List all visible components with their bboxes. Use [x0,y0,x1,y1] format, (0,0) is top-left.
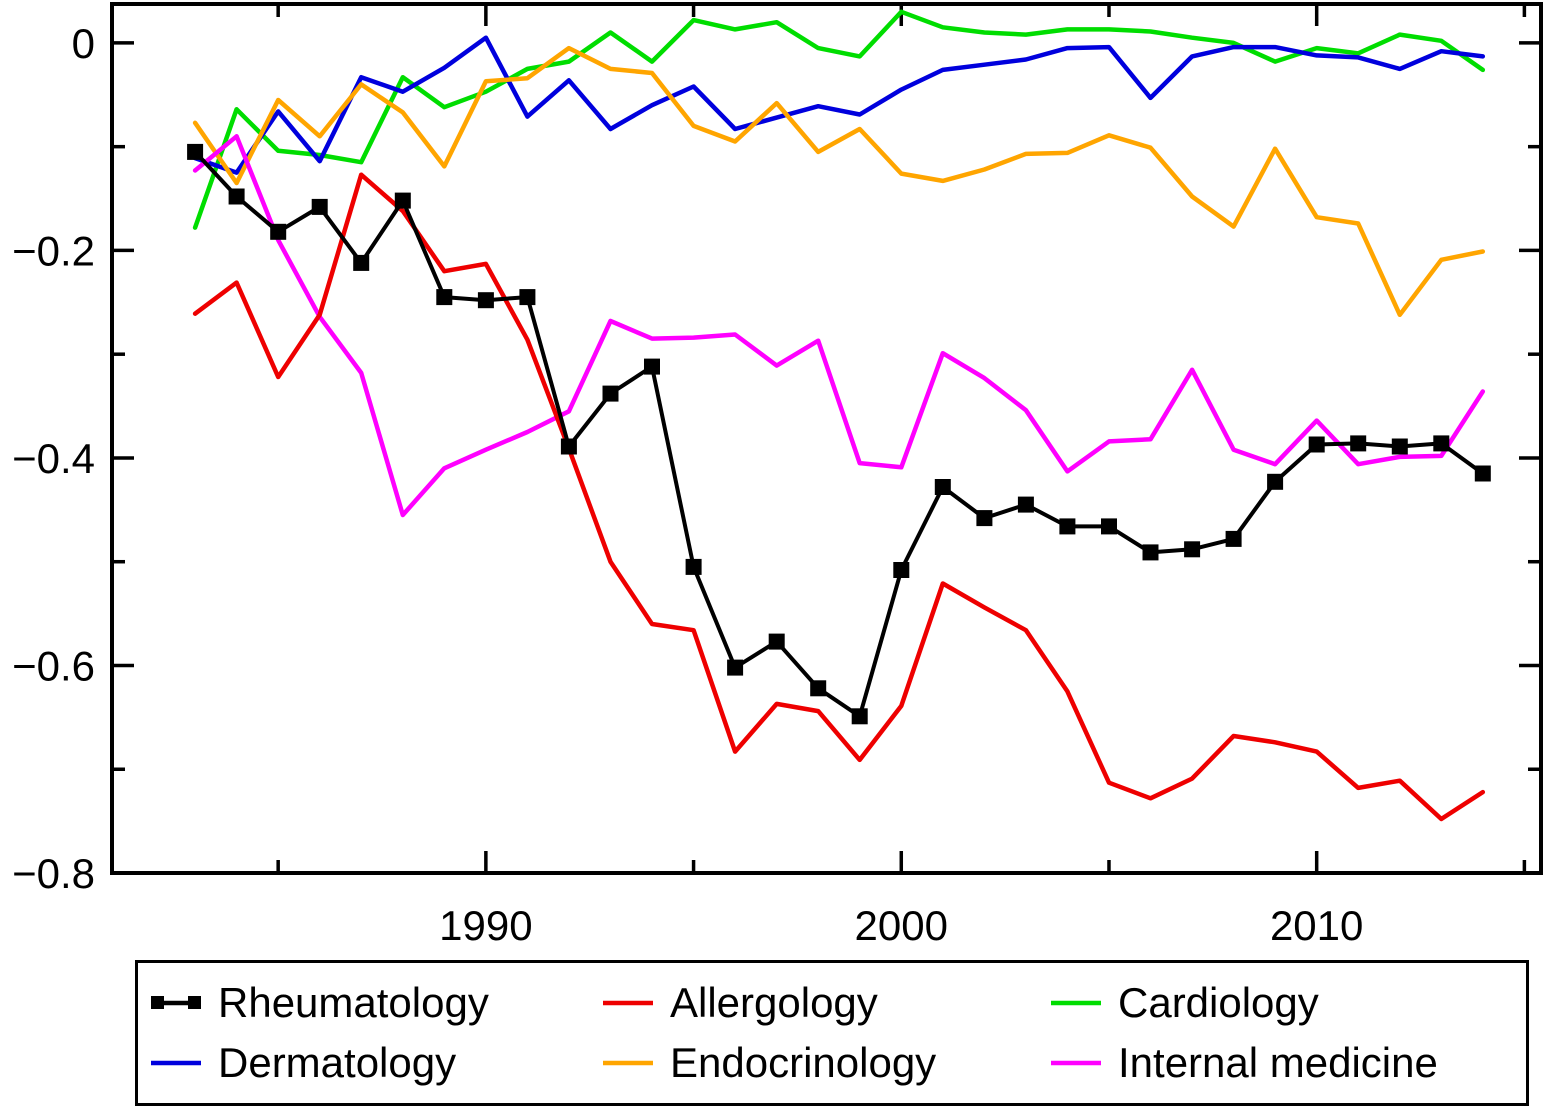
legend-sample-cardiology [1050,992,1102,1014]
data-point-marker [519,289,536,306]
series-line-allergology [192,172,1486,822]
legend-entry-internal-medicine: Internal medicine [1050,1042,1526,1084]
legend: Rheumatology Allergology Cardiology Derm… [135,960,1529,1106]
legend-label: Internal medicine [1118,1039,1438,1086]
legend-entry-rheumatology: Rheumatology [150,982,602,1024]
legend-label: Rheumatology [218,979,489,1026]
data-point-marker [976,510,993,527]
legend-sample-rheumatology [150,992,202,1014]
legend-sample-glyph [1051,1000,1101,1006]
series-line-cardiology [192,9,1486,230]
data-point-marker [1391,438,1408,455]
series-internal-medicine [192,134,1486,518]
series-line-endocrinology [192,45,1486,318]
x-axis-tick-label: 2010 [1270,902,1363,949]
x-axis-tick-label: 1990 [439,902,532,949]
data-point-marker [311,198,328,215]
legend-label: Dermatology [218,1039,457,1086]
data-point-marker [270,223,287,240]
data-point-marker [727,659,744,676]
series-cardiology [192,9,1486,230]
legend-label: Allergology [670,979,878,1026]
data-point-marker [477,292,494,309]
data-point-marker [602,385,619,402]
legend-entry-dermatology: Dermatology [150,1042,602,1084]
data-point-marker [187,143,204,160]
data-point-marker [1474,465,1491,482]
data-point-marker [1184,541,1201,558]
series-dermatology [192,35,1486,175]
data-point-marker [1142,544,1159,561]
data-point-marker [1433,435,1450,452]
series-rheumatology [187,143,1491,725]
data-point-marker [851,708,868,725]
data-point-marker [810,680,827,697]
legend-sample-glyph [1051,1060,1101,1066]
data-point-marker [934,479,951,495]
y-axis-tick-label: −0.2 [12,227,95,274]
data-point-marker [1267,473,1284,490]
legend-sample-glyph [151,996,201,1009]
data-point-marker [1308,436,1325,453]
data-point-marker [560,438,577,455]
legend-entry-endocrinology: Endocrinology [602,1042,1050,1084]
legend-sample-glyph [603,1060,653,1066]
data-point-marker [644,358,660,375]
plot-frame [110,2,1543,875]
data-point-marker [1059,518,1076,535]
y-axis-tick-label: 0 [72,20,95,67]
series-line-rheumatology [193,149,1485,719]
legend-sample-endocrinology [602,1052,654,1074]
legend-entry-allergology: Allergology [602,982,1050,1024]
legend-sample-internal-medicine [1050,1052,1102,1074]
legend-label: Endocrinology [670,1039,937,1086]
data-point-marker [685,558,702,575]
y-axis-tick-label: −0.8 [12,850,95,897]
y-axis-tick-label: −0.4 [12,435,95,482]
legend-sample-glyph [151,1060,201,1066]
legend-entry-cardiology: Cardiology [1050,982,1526,1024]
series-line-internal-medicine [192,134,1486,518]
x-axis-tick-label: 2000 [855,902,948,949]
tick-labels: 1990 2000 2010 0 −0.2 −0.4 −0.6 −0.8 [12,20,1363,949]
data-point-marker [1350,435,1367,452]
data-point-marker [1225,530,1242,547]
data-point-marker [1017,496,1034,513]
ticks [112,4,1541,875]
legend-sample-allergology [602,992,654,1014]
legend-sample-glyph [603,1000,653,1006]
data-point-marker [768,633,785,650]
series-line-dermatology [192,35,1486,175]
series-allergology [192,172,1486,822]
y-axis-tick-label: −0.6 [12,642,95,689]
series-endocrinology [192,45,1486,318]
data-point-marker [1101,518,1117,535]
data-point-marker [228,188,245,205]
data-point-marker [394,192,411,209]
legend-label: Cardiology [1118,979,1319,1026]
legend-sample-dermatology [150,1052,202,1074]
data-point-marker [436,289,453,306]
data-point-marker [893,562,910,578]
data-point-marker [353,254,370,271]
